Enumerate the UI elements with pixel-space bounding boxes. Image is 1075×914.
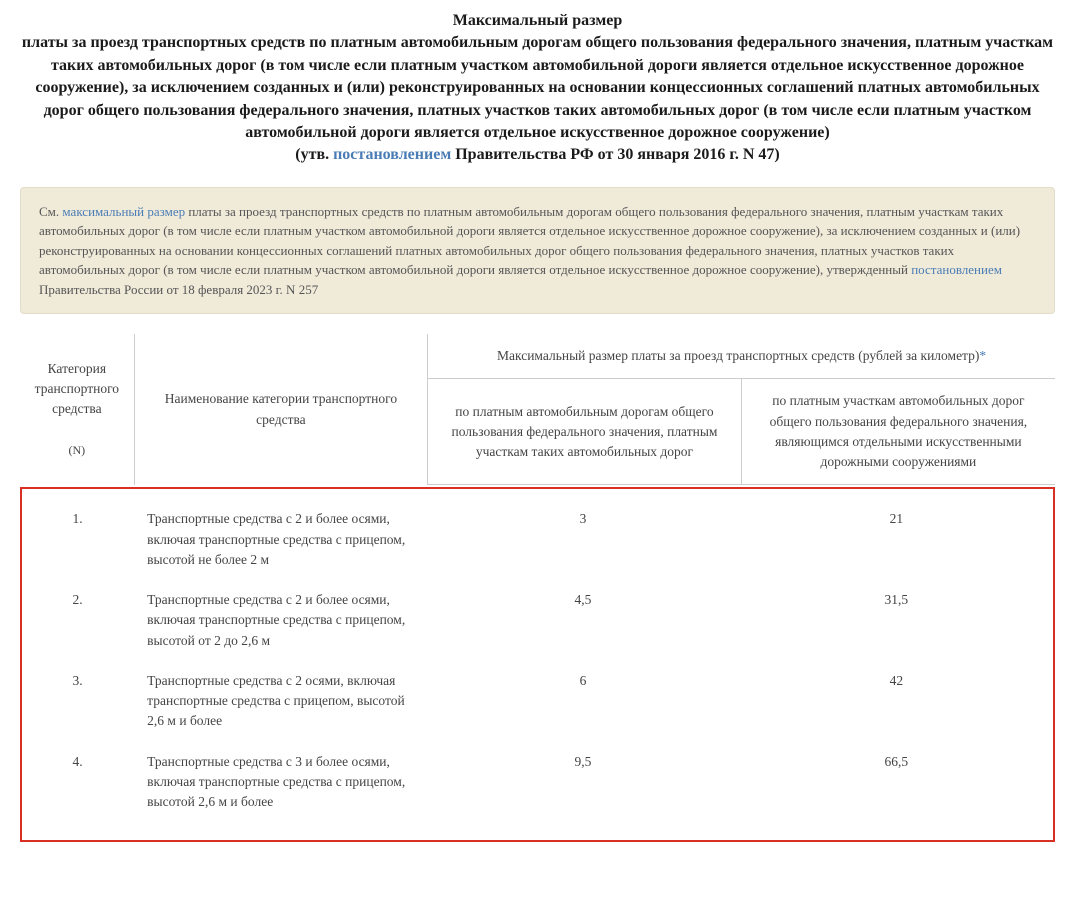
- cell-v2: 31,5: [740, 580, 1053, 661]
- approved-link[interactable]: постановлением: [333, 146, 451, 163]
- cell-n: 3.: [22, 661, 133, 742]
- th-category-n: (N): [69, 443, 86, 457]
- cell-n: 1.: [22, 499, 133, 580]
- tariff-table-header: Категория транспортного средства (N) Наи…: [20, 334, 1055, 485]
- note-suffix: Правительства России от 18 февраля 2023 …: [39, 282, 318, 297]
- note-link-2[interactable]: постановлением: [911, 262, 1002, 277]
- title-line2: платы за проезд транспортных средств по …: [20, 32, 1055, 144]
- reference-note: См. максимальный размер платы за проезд …: [20, 187, 1055, 315]
- cell-v1: 4,5: [426, 580, 739, 661]
- document-title: Максимальный размер платы за проезд тран…: [20, 10, 1055, 167]
- cell-n: 2.: [22, 580, 133, 661]
- table-row: 4. Транспортные средства с 3 и более ося…: [22, 742, 1053, 823]
- note-link-1[interactable]: максимальный размер: [62, 204, 185, 219]
- table-row: 2. Транспортные средства с 2 и более ося…: [22, 580, 1053, 661]
- note-mid: платы за проезд транспортных средств по …: [39, 204, 1020, 278]
- cell-name: Транспортные средства с 3 и более осями,…: [133, 742, 426, 823]
- note-prefix: См.: [39, 204, 62, 219]
- cell-name: Транспортные средства с 2 и более осями,…: [133, 580, 426, 661]
- table-row: 1. Транспортные средства с 2 и более ося…: [22, 499, 1053, 580]
- cell-name: Транспортные средства с 2 осями, включая…: [133, 661, 426, 742]
- th-price-text: Максимальный размер платы за проезд тран…: [497, 348, 979, 363]
- cell-name: Транспортные средства с 2 и более осями,…: [133, 499, 426, 580]
- approved-prefix: (утв.: [295, 146, 333, 163]
- th-price-group: Максимальный размер платы за проезд тран…: [428, 334, 1055, 379]
- approved-suffix: Правительства РФ от 30 января 2016 г. N …: [451, 146, 780, 163]
- cell-v2: 21: [740, 499, 1053, 580]
- cell-v2: 42: [740, 661, 1053, 742]
- cell-v1: 9,5: [426, 742, 739, 823]
- th-category: Категория транспортного средства (N): [20, 334, 134, 485]
- th-category-text: Категория транспортного средства: [35, 361, 119, 417]
- tariff-table-body: 1. Транспортные средства с 2 и более ося…: [22, 499, 1053, 822]
- cell-v2: 66,5: [740, 742, 1053, 823]
- th-col4: по платным участкам автомобильных дорог …: [741, 379, 1055, 485]
- footnote-star-link[interactable]: *: [979, 348, 986, 363]
- cell-v1: 6: [426, 661, 739, 742]
- th-col3: по платным автомобильным дорогам общего …: [428, 379, 742, 485]
- cell-n: 4.: [22, 742, 133, 823]
- th-name: Наименование категории транспортного сре…: [134, 334, 427, 485]
- title-approved: (утв. постановлением Правительства РФ от…: [20, 144, 1055, 166]
- highlighted-region: 1. Транспортные средства с 2 и более ося…: [20, 487, 1055, 842]
- cell-v1: 3: [426, 499, 739, 580]
- table-row: 3. Транспортные средства с 2 осями, вклю…: [22, 661, 1053, 742]
- title-line1: Максимальный размер: [20, 10, 1055, 32]
